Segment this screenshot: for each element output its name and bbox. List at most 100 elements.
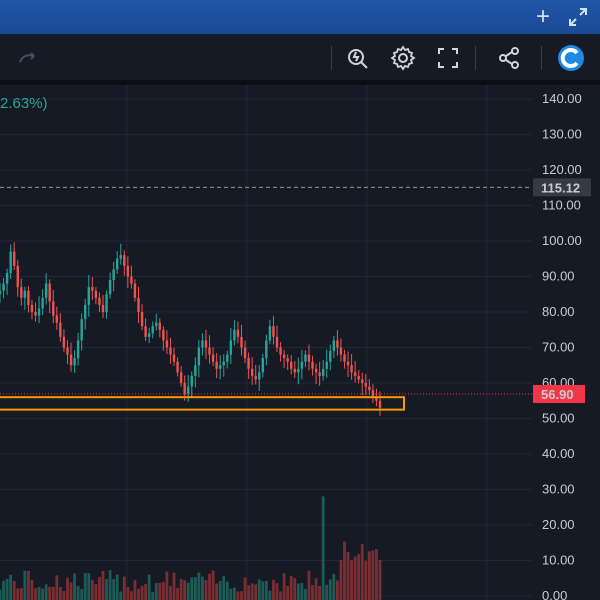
volume-bar xyxy=(80,589,84,600)
volume-bar xyxy=(357,554,361,600)
toolbar-separator xyxy=(475,46,476,70)
candle-body xyxy=(0,290,2,295)
volume-bar xyxy=(343,541,346,600)
candle-body xyxy=(208,347,211,355)
plus-icon[interactable]: + xyxy=(535,3,550,30)
candle-body xyxy=(297,368,300,373)
volume-bar xyxy=(2,580,5,600)
candle-body xyxy=(240,336,243,348)
candle-body xyxy=(158,322,162,330)
volume-bar xyxy=(23,570,27,600)
volume-bar xyxy=(339,560,343,600)
price-change-text: 2.63%) xyxy=(0,95,48,112)
volume-bar xyxy=(375,549,378,600)
candle-body xyxy=(194,365,197,376)
candle-body xyxy=(211,354,215,362)
candle-body xyxy=(378,400,382,408)
redo-arrow-icon[interactable] xyxy=(14,44,42,72)
volume-bar xyxy=(193,577,197,600)
candle-body xyxy=(336,340,339,348)
candle-body xyxy=(311,361,314,369)
volume-bar xyxy=(304,589,307,600)
candle-body xyxy=(204,340,208,348)
volume-bar xyxy=(201,576,204,600)
candle-body xyxy=(226,354,229,362)
candle-body xyxy=(201,340,204,348)
volume-bar xyxy=(154,583,158,600)
volume-bar xyxy=(240,591,243,600)
candle-body xyxy=(229,340,233,355)
candle-body xyxy=(37,308,41,316)
volume-bar xyxy=(232,587,236,600)
volume-bar xyxy=(247,585,250,600)
candle-body xyxy=(353,372,357,376)
volume-bar xyxy=(179,578,183,600)
volume-bar xyxy=(98,576,101,600)
candle-body xyxy=(69,354,73,366)
candle-body xyxy=(222,361,225,366)
candle-body xyxy=(2,283,5,291)
app-logo-icon[interactable] xyxy=(557,44,585,72)
candle-body xyxy=(332,340,336,352)
candle-body xyxy=(13,251,16,266)
reference-price-tag: 115.12 xyxy=(533,178,591,197)
candle-body xyxy=(314,368,318,373)
volume-bar xyxy=(176,587,179,600)
volume-bar xyxy=(318,585,322,600)
volume-bar xyxy=(243,577,247,600)
volume-bar xyxy=(126,586,130,600)
volume-bar xyxy=(346,552,350,600)
price-tick-label: 70.00 xyxy=(542,340,575,355)
candle-body xyxy=(9,251,12,273)
candle-body xyxy=(30,304,34,312)
price-tick-label: 50.00 xyxy=(542,411,575,426)
last-price-tag: 56.90 xyxy=(533,385,585,404)
candle-body xyxy=(236,329,240,337)
volume-bar xyxy=(218,580,222,600)
candle-body xyxy=(364,383,367,387)
candle-body xyxy=(165,340,169,348)
candle-body xyxy=(275,336,279,348)
candle-body xyxy=(250,368,254,376)
highlight-zone[interactable] xyxy=(0,396,405,411)
price-tick-label: 100.00 xyxy=(542,233,582,248)
candle-body xyxy=(261,358,265,373)
fullscreen-icon[interactable] xyxy=(434,44,462,72)
volume-bar xyxy=(371,550,375,600)
candle-body xyxy=(16,265,19,288)
candle-body xyxy=(66,347,69,355)
share-icon[interactable] xyxy=(495,44,523,72)
gear-icon[interactable] xyxy=(389,44,417,72)
toolbar-separator xyxy=(331,46,332,70)
candle-body xyxy=(5,272,9,284)
candle-body xyxy=(346,361,350,366)
candle-body xyxy=(361,379,364,383)
candle-body xyxy=(112,269,115,281)
candle-body xyxy=(55,315,59,323)
magic-search-icon[interactable] xyxy=(344,44,372,72)
candle-body xyxy=(119,255,122,259)
price-chart[interactable]: 140.00 130.00 120.00 110.00 100.00 90.00 80.00… xyxy=(0,85,600,600)
candle-body xyxy=(286,358,289,362)
volume-bar xyxy=(165,571,169,600)
volume-bar xyxy=(211,570,215,600)
volume-bar xyxy=(328,579,332,600)
candle-body xyxy=(282,354,286,359)
volume-bar xyxy=(87,573,91,600)
candle-body xyxy=(147,333,151,337)
price-tick-label: 80.00 xyxy=(542,304,575,319)
volume-bar xyxy=(254,584,258,600)
price-tick-label: 130.00 xyxy=(542,127,582,142)
candle-body xyxy=(133,283,137,298)
volume-bar xyxy=(94,584,98,600)
volume-bar xyxy=(66,577,69,600)
candle-body xyxy=(272,326,275,337)
candle-body xyxy=(300,361,304,369)
volume-bar xyxy=(140,585,144,600)
price-tick-label: 120.00 xyxy=(542,162,582,177)
volume-bar xyxy=(264,580,268,600)
candle-body xyxy=(84,304,87,320)
volume-bar xyxy=(151,591,155,600)
volume-bar xyxy=(364,560,368,600)
expand-arrows-icon[interactable] xyxy=(566,5,590,29)
